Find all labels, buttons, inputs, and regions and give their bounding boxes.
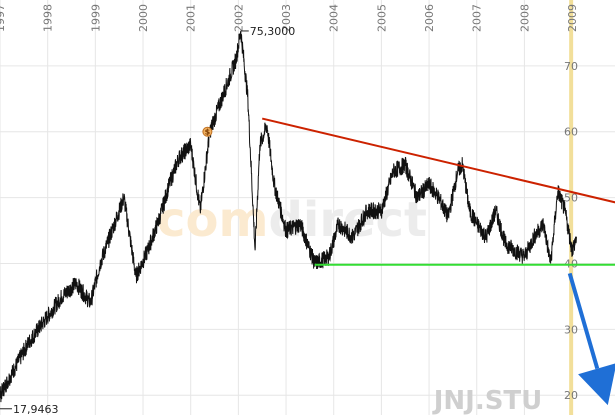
price-series-line xyxy=(0,30,578,403)
y-tick-label: 50 xyxy=(564,192,578,205)
forecast-arrow xyxy=(567,272,615,406)
high-annotation-label: 75,3000 xyxy=(250,25,295,38)
year-label: 2008 xyxy=(518,4,531,32)
year-label: 2005 xyxy=(375,4,388,32)
year-label: 2001 xyxy=(185,4,198,32)
current-date-marker xyxy=(569,0,574,415)
x-axis-year-labels: 1997 1998 1999 2000 2001 2002 2003 2004 2005 2006… xyxy=(0,4,579,32)
low-annotation-label: 17,9463 xyxy=(13,403,59,415)
year-label: 2004 xyxy=(328,4,341,32)
year-label: 2009 xyxy=(566,4,579,32)
high-annotation: 75,3000 xyxy=(240,25,295,38)
year-label: 2006 xyxy=(423,4,436,32)
dividend-marker: $ xyxy=(202,126,213,137)
dividend-marker-circle xyxy=(202,126,213,137)
low-annotation: 17,9463 xyxy=(0,403,59,415)
resistance-trendline xyxy=(261,117,615,204)
y-tick-label: 60 xyxy=(564,126,578,139)
y-tick-label: 70 xyxy=(564,60,578,73)
forecast-arrow-shaft xyxy=(567,272,600,370)
year-label: 2003 xyxy=(280,4,293,32)
y-tick-label: 20 xyxy=(564,389,578,402)
watermark-text: comdirect xyxy=(157,192,427,248)
watermark: comdirect xyxy=(157,192,427,248)
dividend-marker-label: $ xyxy=(205,128,211,137)
year-label: 2000 xyxy=(137,4,150,32)
forecast-arrow-head xyxy=(578,363,615,406)
watermark-part-1: com xyxy=(157,192,268,248)
year-label: 1997 xyxy=(0,4,7,32)
year-label: 1998 xyxy=(42,4,55,32)
year-label: 2002 xyxy=(232,4,245,32)
y-axis-tick-labels: 203040506070 xyxy=(564,60,578,402)
y-tick-label: 30 xyxy=(564,323,578,336)
year-label: 1999 xyxy=(89,4,102,32)
ticker-symbol: JNJ.STU xyxy=(432,386,543,415)
year-label: 2007 xyxy=(471,4,484,32)
watermark-part-2: direct xyxy=(269,192,427,248)
